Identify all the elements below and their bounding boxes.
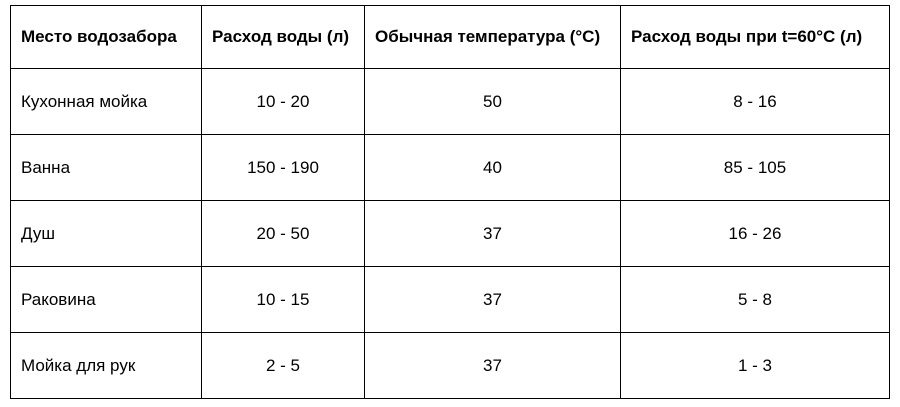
cell-place: Ванна xyxy=(10,134,202,201)
cell-consumption-60c: 1 - 3 xyxy=(620,332,890,399)
table-row: Душ 20 - 50 37 16 - 26 xyxy=(10,200,890,267)
cell-consumption: 2 - 5 xyxy=(201,332,365,399)
cell-temperature: 37 xyxy=(364,200,621,267)
header-place: Место водозабора xyxy=(10,5,202,69)
cell-consumption: 150 - 190 xyxy=(201,134,365,201)
cell-place: Раковина xyxy=(10,266,202,333)
header-consumption: Расход воды (л) xyxy=(201,5,365,69)
table-row: Ванна 150 - 190 40 85 - 105 xyxy=(10,134,890,201)
cell-place: Мойка для рук xyxy=(10,332,202,399)
cell-consumption: 10 - 20 xyxy=(201,68,365,135)
cell-temperature: 37 xyxy=(364,332,621,399)
cell-consumption: 10 - 15 xyxy=(201,266,365,333)
cell-place: Душ xyxy=(10,200,202,267)
cell-consumption: 20 - 50 xyxy=(201,200,365,267)
header-consumption-60c: Расход воды при t=60°C (л) xyxy=(620,5,890,69)
cell-temperature: 50 xyxy=(364,68,621,135)
cell-consumption-60c: 8 - 16 xyxy=(620,68,890,135)
cell-consumption-60c: 16 - 26 xyxy=(620,200,890,267)
water-consumption-table: Место водозабора Расход воды (л) Обычная… xyxy=(10,5,890,399)
header-temperature: Обычная температура (°C) xyxy=(364,5,621,69)
cell-temperature: 37 xyxy=(364,266,621,333)
cell-temperature: 40 xyxy=(364,134,621,201)
cell-place: Кухонная мойка xyxy=(10,68,202,135)
table-row: Раковина 10 - 15 37 5 - 8 xyxy=(10,266,890,333)
table-row: Мойка для рук 2 - 5 37 1 - 3 xyxy=(10,332,890,399)
cell-consumption-60c: 85 - 105 xyxy=(620,134,890,201)
table-row: Кухонная мойка 10 - 20 50 8 - 16 xyxy=(10,68,890,135)
cell-consumption-60c: 5 - 8 xyxy=(620,266,890,333)
table-header-row: Место водозабора Расход воды (л) Обычная… xyxy=(10,5,890,69)
